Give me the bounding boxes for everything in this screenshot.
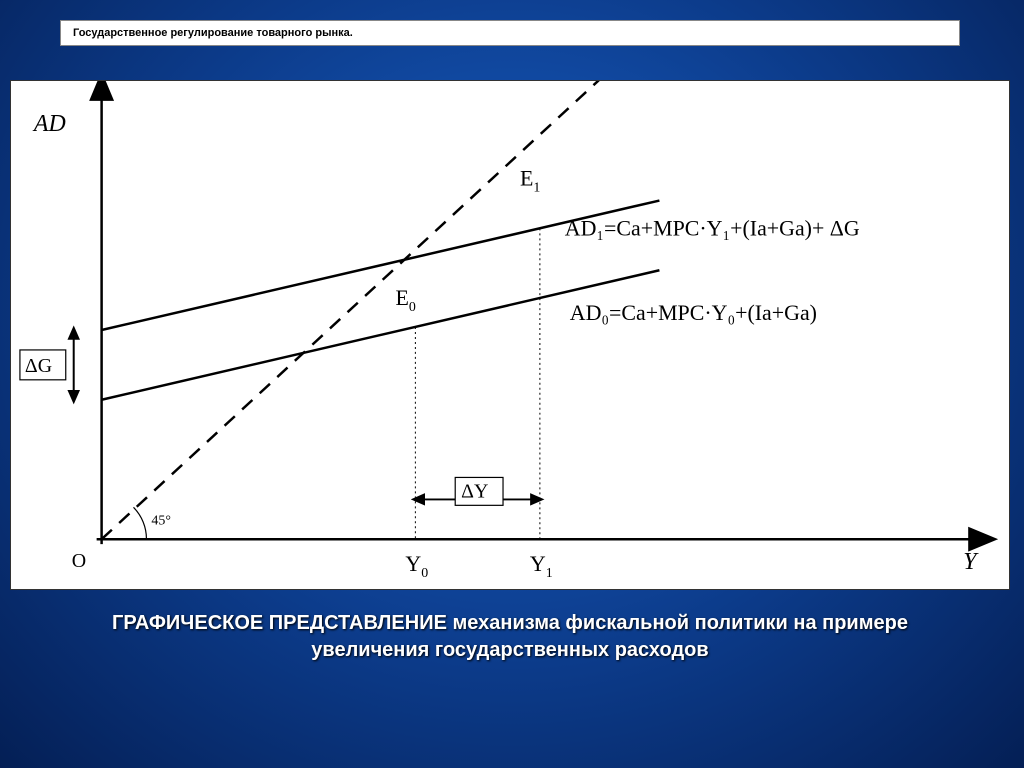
chart-container: 45° ΔG E0 E1 ΔY AD Y O Y0 [10,80,1010,590]
angle-arc [133,507,146,539]
caption-line1: ГРАФИЧЕСКОЕ ПРЕДСТАВЛЕНИЕ механизма фиск… [60,610,960,637]
origin-label: O [72,550,86,572]
header-title: Государственное регулирование товарного … [73,27,353,39]
angle-label: 45° [151,513,171,528]
caption-line2: увеличения государственных расходов [60,637,960,664]
header-box: Государственное регулирование товарного … [60,20,960,46]
chart-svg: 45° ΔG E0 E1 ΔY AD Y O Y0 [11,81,1009,589]
ad0-line [102,270,660,399]
tick-y0: Y0 [405,551,428,581]
point-e0: E0 [395,285,415,315]
tick-y1: Y1 [530,551,553,581]
delta-y-label: ΔY [461,480,488,502]
ad0-formula: AD₀=Ca+MPC·Y₀+(Ia+Ga) [570,300,817,325]
diagonal-45-line [102,81,620,539]
y-axis-label: AD [32,111,66,137]
ad1-formula: AD₁=Ca+MPC·Y₁+(Ia+Ga)+ ΔG [565,215,860,240]
delta-g-label: ΔG [25,355,52,377]
caption: ГРАФИЧЕСКОЕ ПРЕДСТАВЛЕНИЕ механизма фиск… [60,610,960,664]
x-axis-label: Y [963,549,979,575]
point-e1: E1 [520,166,540,196]
